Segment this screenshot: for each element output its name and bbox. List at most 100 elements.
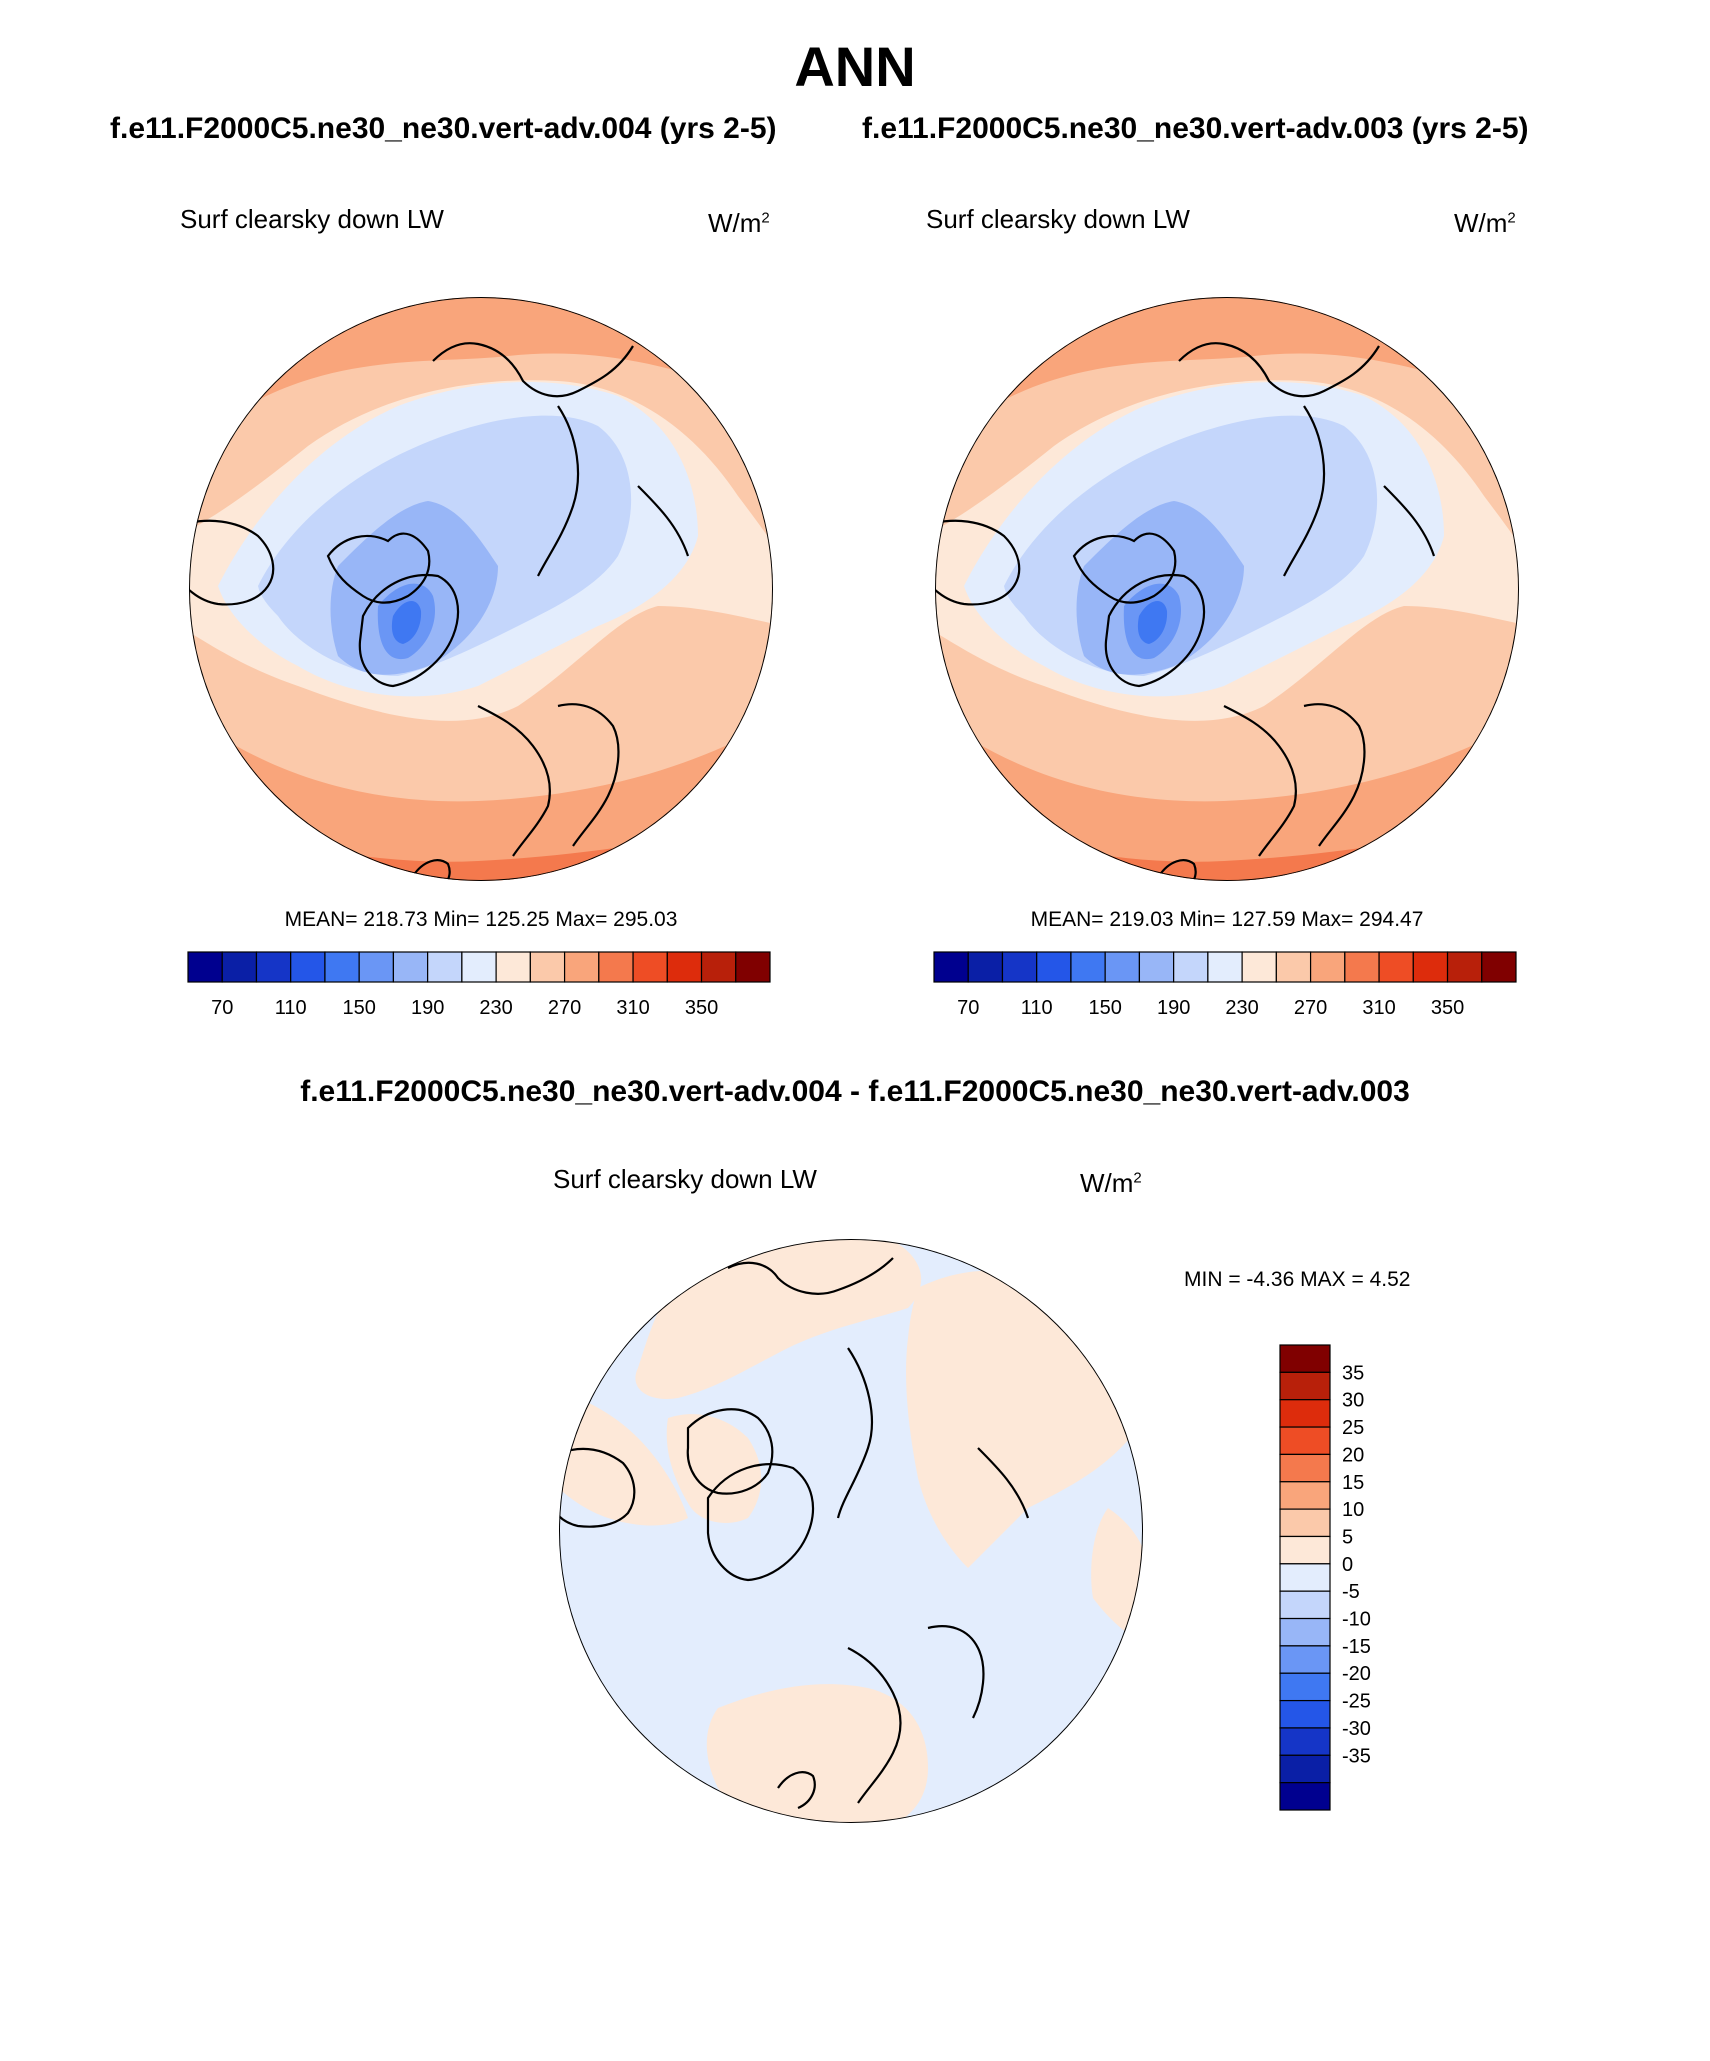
panel-b-colorbar-box <box>967 951 1004 983</box>
panel-b-colorbar-box <box>1036 951 1072 983</box>
panel-a-colorbar-label: 350 <box>685 997 718 1019</box>
diff-colorbar-label: 5 <box>1342 1526 1353 1548</box>
diff-colorbar-label: -5 <box>1342 1581 1360 1603</box>
diff-fill-0-5-south <box>706 1684 928 1823</box>
panel-b-colorbar: 70 110 150 190 230 270 310 350 <box>933 951 1517 1019</box>
diff-colorbar-label: 0 <box>1342 1554 1353 1576</box>
diff-colorbar-box <box>1279 1371 1331 1401</box>
diff-colorbar-box <box>1279 1508 1331 1538</box>
panel-b-siberia-coast <box>1283 405 1326 577</box>
diff-colorbar-label: -20 <box>1342 1663 1371 1685</box>
diff-colorbar-label: 10 <box>1342 1499 1364 1521</box>
diff-siberia-coast <box>836 1347 874 1519</box>
diff-colorbar-label: -10 <box>1342 1609 1371 1631</box>
diff-colorbar-box <box>1279 1399 1331 1428</box>
diff-colorbar-box <box>1279 1563 1331 1592</box>
difference-title: f.e11.F2000C5.ne30_ne30.vert-adv.004 - f… <box>300 1075 1410 1108</box>
diff-alaska-siberia-outline <box>727 1257 894 1295</box>
diff-units: W/m2 <box>1080 1168 1142 1198</box>
panel-b-colorbar-label: 350 <box>1431 997 1464 1019</box>
panel-b-colorbar-label: 270 <box>1294 997 1327 1019</box>
diff-fill-0-5-archipelago <box>666 1414 762 1523</box>
panel-b-colorbar-box <box>1173 951 1209 983</box>
diff-colorbar-box <box>1279 1535 1331 1565</box>
diff-colorbar-box <box>1279 1481 1331 1510</box>
panel-a-variable-title: Surf clearsky down LW <box>180 204 444 234</box>
diff-colorbar-label: 20 <box>1342 1444 1364 1466</box>
panel-a-polar-map <box>189 297 773 881</box>
panel-a-fill-130-150 <box>391 600 422 644</box>
diff-colorbar-label: 25 <box>1342 1417 1364 1439</box>
panel-b-colorbar-box <box>933 951 969 983</box>
panel-b-colorbar-box <box>1309 951 1346 983</box>
panel-b-greenland-outline <box>1104 573 1206 688</box>
panel-a-hudson-outline <box>189 519 275 606</box>
panel-b-colorbar-box <box>1412 951 1449 983</box>
panel-b-colorbar-label: 230 <box>1225 997 1258 1019</box>
panel-a-colorbar-box <box>427 951 463 983</box>
panel-b-coastlines <box>935 342 1436 881</box>
diff-scandinavia-outline <box>847 1647 902 1804</box>
panel-b-colorbar-box <box>1207 951 1243 983</box>
panel-b-colorbar-box <box>1104 951 1141 983</box>
panel-b-colorbar-box <box>1446 951 1483 983</box>
panel-b-colorbar-label: 70 <box>957 997 979 1019</box>
diff-fill-0-5-west <box>559 1388 688 1526</box>
panel-a-siberia-coast <box>537 405 580 577</box>
diff-colorbar-box <box>1279 1754 1331 1784</box>
diff-europe-outline <box>927 1625 985 1719</box>
panel-b-colorbar-box <box>1241 951 1277 983</box>
panel-a-colorbar-label: 230 <box>479 997 512 1019</box>
panel-a-greenland-outline <box>358 573 460 688</box>
panel-b-colorbar-box <box>1481 951 1517 983</box>
panel-a-units: W/m2 <box>708 208 770 238</box>
panel-a-colorbar-box <box>700 951 737 983</box>
panel-a-fill-lower-310-330 <box>189 871 628 881</box>
panel-b-colorbar-box <box>1001 951 1038 983</box>
diff-variable-title: Surf clearsky down LW <box>553 1164 817 1194</box>
panel-a-colorbar-box <box>187 951 223 983</box>
panel-a-colorbar-box <box>666 951 703 983</box>
panel-b-stats: MEAN= 219.03 Min= 127.59 Max= 294.47 <box>1030 908 1424 931</box>
panel-a-europe-outline <box>557 703 620 847</box>
diff-colorbar-box <box>1279 1672 1331 1702</box>
panel-b-britain-outline <box>1158 859 1197 881</box>
panel-a-colorbar-box <box>392 951 429 983</box>
panel-a-colorbar-box <box>632 951 668 983</box>
panel-b-colorbar-box <box>1138 951 1175 983</box>
diff-colorbar-label: -15 <box>1342 1636 1371 1658</box>
panel-b-polar-map <box>935 297 1519 881</box>
panel-b-scandinavia-outline <box>1223 705 1297 857</box>
figure-title: ANN <box>794 35 916 98</box>
panel-a-colorbar-label: 310 <box>616 997 649 1019</box>
diff-colorbar-box <box>1279 1617 1331 1647</box>
panel-a-colorbar-box <box>324 951 360 983</box>
panel-a-colorbar-label: 150 <box>342 997 375 1019</box>
panel-a-colorbar: 70 110 150 190 230 270 310 350 <box>187 951 771 1019</box>
panel-b-alaska-siberia-outline <box>1178 342 1380 398</box>
diff-hudson-outline <box>559 1447 636 1528</box>
panel-b-colorbar-label: 150 <box>1088 997 1121 1019</box>
diff-colorbar-box <box>1279 1782 1331 1811</box>
panel-b-kamchatka-coast <box>1383 485 1436 557</box>
panel-a-colorbar-box <box>563 951 600 983</box>
panel-b-colorbar-label: 190 <box>1157 997 1190 1019</box>
diff-colorbar-label: 15 <box>1342 1472 1364 1494</box>
panel-b-colorbar-box <box>1378 951 1414 983</box>
case-a-title: f.e11.F2000C5.ne30_ne30.vert-adv.004 (yr… <box>110 112 777 145</box>
diff-colorbar-label: -30 <box>1342 1718 1371 1740</box>
diff-coastlines <box>559 1257 1030 1810</box>
diff-colorbar: 35 30 25 20 15 10 5 0 -5 -10 -15 -20 -25 -30 -35 <box>1279 1344 1371 1811</box>
diff-kamchatka-coast <box>977 1447 1030 1519</box>
panel-a-alaska-siberia-outline <box>432 342 634 398</box>
panel-a-colorbar-label: 190 <box>411 997 444 1019</box>
panel-b-colorbar-label: 310 <box>1362 997 1395 1019</box>
panel-a-scandinavia-outline <box>477 705 551 857</box>
diff-colorbar-box <box>1279 1590 1331 1620</box>
diff-britain-outline <box>777 1771 816 1810</box>
panel-a-britain-outline <box>412 859 451 881</box>
diff-colorbar-box <box>1279 1426 1331 1456</box>
diff-colorbar-box <box>1279 1453 1331 1483</box>
diff-canadian-archipelago <box>686 1408 774 1495</box>
panel-b-fill-130-150 <box>1137 600 1168 644</box>
